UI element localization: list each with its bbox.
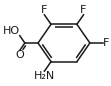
- Text: O: O: [15, 50, 24, 60]
- Text: H₂N: H₂N: [34, 71, 55, 81]
- Text: F: F: [103, 38, 109, 48]
- Text: HO: HO: [3, 26, 20, 36]
- Text: F: F: [80, 5, 87, 15]
- Text: F: F: [41, 5, 48, 15]
